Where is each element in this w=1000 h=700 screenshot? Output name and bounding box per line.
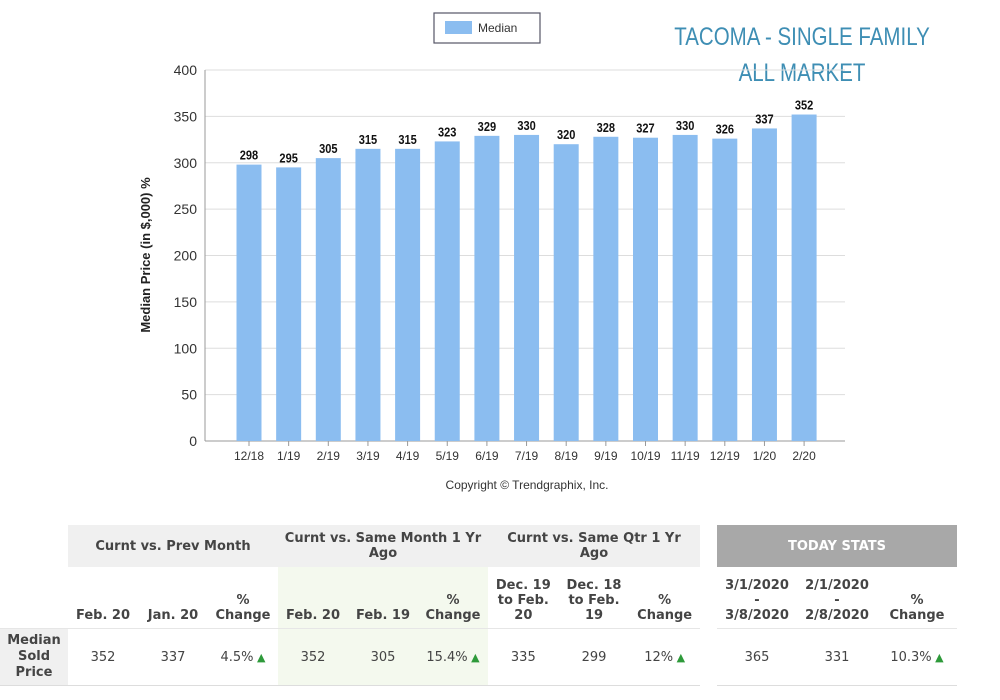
x-tick-label: 4/19: [396, 449, 420, 463]
column-header: Feb. 20: [278, 567, 348, 629]
value-cell: 335: [488, 628, 559, 686]
today-column-header: % Change: [889, 593, 945, 623]
y-tick-label: 100: [174, 340, 198, 356]
y-tick-label: 350: [174, 108, 198, 124]
x-tick-label: 12/19: [710, 449, 740, 463]
column-header: Feb. 19: [348, 567, 418, 629]
title-line1: TACOMA - SINGLE FAMILY: [674, 23, 930, 51]
data-label: 323: [438, 125, 457, 140]
value-cell: 352: [278, 628, 348, 686]
data-label: 330: [676, 118, 695, 133]
data-label: 298: [240, 148, 259, 163]
value-cell: 299: [558, 628, 630, 686]
value-cell: 305: [348, 628, 418, 686]
y-tick-label: 50: [181, 387, 197, 403]
up-triangle-icon: ▲: [467, 650, 480, 664]
x-tick-label: 8/19: [555, 449, 579, 463]
column-header: % Change: [637, 593, 693, 623]
bar: [474, 135, 500, 442]
column-header: Feb. 20: [75, 608, 131, 623]
column-header: Dec. 19 to Feb. 20: [495, 578, 551, 623]
group-prev-month: Curnt vs. Prev Month: [68, 525, 278, 567]
data-label: 315: [359, 132, 378, 147]
bar: [315, 158, 341, 442]
column-header: % Change: [215, 593, 271, 623]
y-tick-label: 150: [174, 294, 198, 310]
bar: [791, 114, 817, 442]
bar: [355, 148, 381, 441]
today-value-cell: 331: [797, 628, 877, 686]
up-triangle-icon: ▲: [931, 650, 944, 664]
legend-label: Median: [478, 21, 517, 35]
column-header: Jan. 20: [147, 608, 199, 623]
data-label: 295: [279, 151, 298, 166]
y-axis-label: Median Price (in $,000) %: [138, 177, 153, 333]
y-tick-label: 200: [174, 248, 198, 264]
y-tick-label: 400: [174, 62, 198, 78]
bar: [593, 136, 619, 441]
legend-swatch: [445, 21, 472, 34]
bar: [672, 134, 698, 442]
y-tick-label: 300: [174, 155, 198, 171]
value-cell: 352: [68, 628, 138, 686]
data-label: 315: [398, 132, 417, 147]
today-value-cell: 10.3% ▲: [877, 628, 957, 686]
column-header: % Change: [418, 567, 488, 629]
row-label: Median Sold Price: [0, 628, 68, 686]
stats-table: Curnt vs. Prev Month Curnt vs. Same Mont…: [0, 525, 700, 686]
bar: [514, 134, 540, 442]
bar: [712, 138, 738, 441]
y-tick-label: 250: [174, 201, 198, 217]
data-label: 337: [755, 112, 774, 127]
x-tick-label: 5/19: [436, 449, 460, 463]
title-line2: ALL MARKET: [738, 59, 866, 87]
today-column-header: 2/1/2020 - 2/8/2020: [805, 578, 869, 623]
x-tick-label: 7/19: [515, 449, 539, 463]
x-tick-label: 1/20: [753, 449, 777, 463]
x-tick-label: 12/18: [234, 449, 264, 463]
bar: [751, 128, 777, 441]
data-label: 320: [557, 127, 576, 142]
data-label: 305: [319, 141, 338, 156]
y-tick-label: 0: [189, 433, 197, 449]
x-tick-label: 6/19: [475, 449, 499, 463]
bar: [633, 137, 658, 441]
bar: [395, 148, 421, 441]
value-cell: 12% ▲: [629, 628, 700, 686]
x-tick-label: 3/19: [356, 449, 380, 463]
today-stats-header: TODAY STATS: [717, 525, 957, 567]
today-column-header: 3/1/2020 - 3/8/2020: [725, 578, 789, 623]
value-cell: 4.5% ▲: [208, 628, 278, 686]
up-triangle-icon: ▲: [673, 650, 686, 664]
bar-chart: 0 50 100 150 200 250 300 350 400 298 12/18 295 1/19…: [138, 12, 845, 492]
x-tick-label: 9/19: [594, 449, 618, 463]
bar: [553, 144, 579, 441]
data-label: 327: [636, 121, 655, 136]
x-tick-label: 1/19: [277, 449, 301, 463]
copyright: Copyright © Trendgraphix, Inc.: [446, 478, 609, 492]
data-label: 329: [478, 119, 497, 134]
group-same-qtr: Curnt vs. Same Qtr 1 Yr Ago: [488, 525, 700, 567]
bar: [236, 164, 262, 442]
data-label: 328: [597, 120, 616, 135]
x-tick-label: 11/19: [671, 449, 700, 463]
value-cell: 337: [138, 628, 208, 686]
today-value-cell: 365: [717, 628, 797, 686]
bar: [276, 167, 302, 441]
legend: Median: [433, 12, 541, 44]
bar: [434, 141, 460, 442]
x-tick-label: 2/19: [317, 449, 341, 463]
data-label: 330: [517, 118, 536, 133]
x-tick-label: 2/20: [792, 449, 816, 463]
up-triangle-icon: ▲: [253, 650, 266, 664]
group-same-month: Curnt vs. Same Month 1 Yr Ago: [278, 525, 488, 567]
data-label: 352: [795, 98, 814, 113]
value-cell: 15.4% ▲: [418, 628, 488, 686]
x-tick-label: 10/19: [630, 449, 660, 463]
data-label: 326: [716, 122, 735, 137]
today-stats-table: TODAY STATS 3/1/2020 - 3/8/2020 2/1/2020 …: [717, 525, 957, 686]
column-header: Dec. 18 to Feb. 19: [566, 578, 622, 623]
